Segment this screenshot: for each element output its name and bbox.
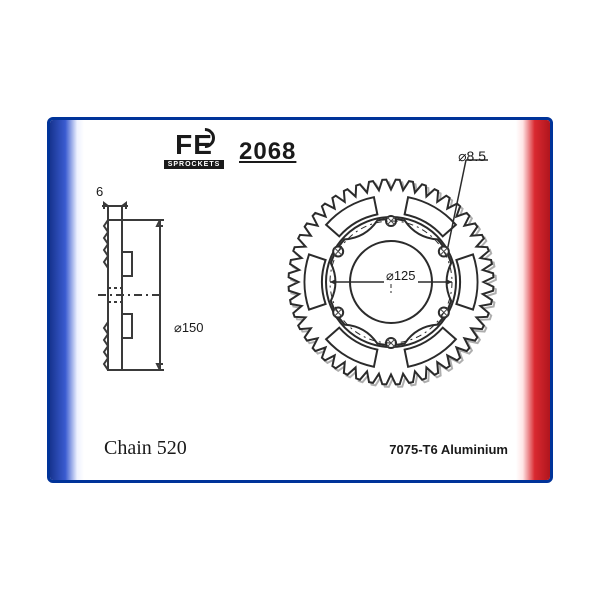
- material-label: 7075-T6 Aluminium: [389, 442, 508, 457]
- flag-band-left: [50, 120, 84, 480]
- footer-row: Chain 520 7075-T6 Aluminium: [104, 437, 508, 460]
- gradient-white-red: [516, 120, 550, 480]
- content-area: FE SPROCKETS 2068 6 ⌀150: [84, 120, 516, 480]
- width-dimension-label: 6: [96, 184, 103, 199]
- sprocket-front-drawing: ⌀8.5 ⌀125: [266, 142, 516, 402]
- flag-band-right: [516, 120, 550, 480]
- d150-dimension-label: ⌀150: [174, 320, 204, 336]
- side-profile-drawing: 6 ⌀150: [90, 180, 240, 380]
- chain-label: Chain 520: [104, 437, 187, 460]
- spec-card: FE SPROCKETS 2068 6 ⌀150: [47, 117, 553, 483]
- bolt-circle-dimension-label: ⌀125: [384, 268, 418, 284]
- gradient-blue-white: [50, 120, 84, 480]
- bolt-hole-dimension-label: ⌀8.5: [458, 148, 486, 165]
- fe-logo: FE SPROCKETS: [164, 134, 224, 169]
- logo-subtext: SPROCKETS: [164, 160, 224, 169]
- side-profile-svg: [90, 180, 240, 380]
